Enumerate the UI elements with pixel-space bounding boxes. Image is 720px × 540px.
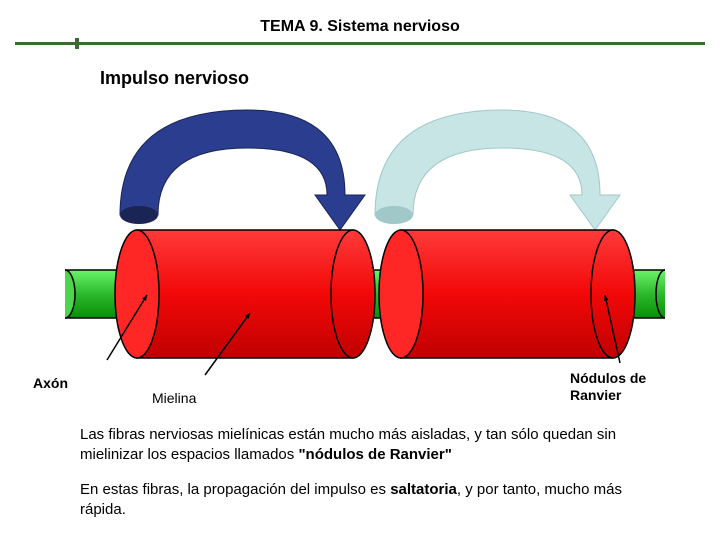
- p2-bold1: saltatoria: [390, 481, 457, 498]
- label-mielina: Mielina: [152, 390, 196, 406]
- axon-diagram: [65, 95, 665, 355]
- nodulos-line2: Ranvier: [570, 387, 621, 403]
- nodulos-line1: Nódulos de: [570, 370, 646, 386]
- p2-text1: En estas fibras, la propagación del impu…: [80, 481, 390, 498]
- p1-bold: "nódulos de Ranvier": [298, 446, 451, 463]
- slide-header: TEMA 9. Sistema nervioso: [0, 18, 720, 36]
- subtitle: Impulso nervioso: [100, 68, 249, 89]
- label-axon: Axón: [33, 375, 68, 391]
- header-underline: [15, 42, 705, 45]
- header-accent: [75, 38, 79, 49]
- paragraph-1: Las fibras nerviosas mielínicas están mu…: [80, 425, 670, 466]
- impulse-arrows: [120, 110, 620, 230]
- label-nodulos: Nódulos de Ranvier: [570, 370, 646, 404]
- axon-cylinder: [65, 230, 665, 358]
- diagram-svg: [65, 95, 665, 395]
- paragraph-2: En estas fibras, la propagación del impu…: [80, 480, 670, 521]
- header-title: TEMA 9. Sistema nervioso: [260, 18, 459, 35]
